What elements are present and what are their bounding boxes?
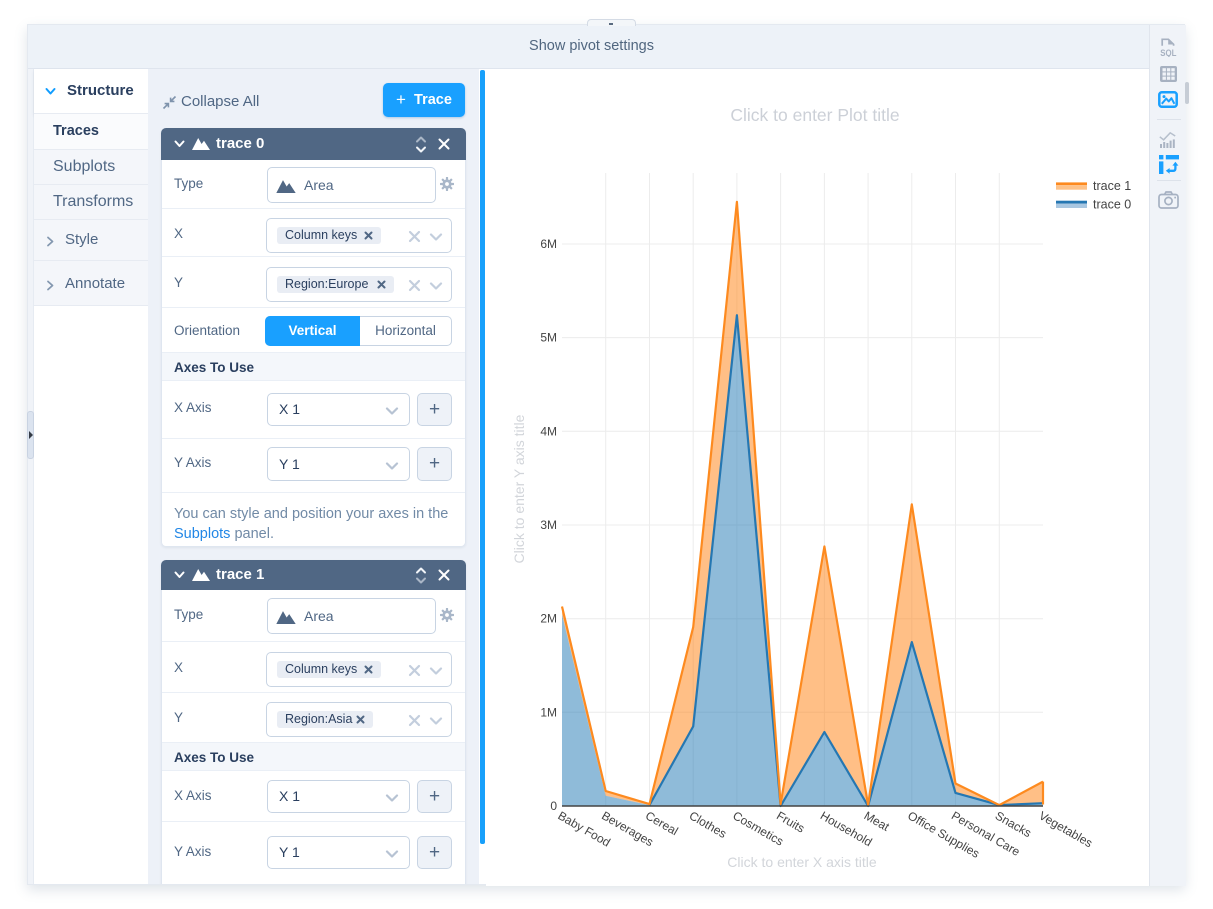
svg-text:Click to enter X axis title: Click to enter X axis title (727, 854, 877, 870)
svg-text:Click to enter Y axis title: Click to enter Y axis title (511, 414, 527, 563)
svg-text:6M: 6M (540, 237, 557, 251)
svg-text:trace 1: trace 1 (1093, 179, 1131, 193)
svg-text:4M: 4M (540, 424, 557, 438)
svg-text:0: 0 (550, 799, 557, 813)
svg-text:Vegetables: Vegetables (1037, 808, 1095, 850)
svg-text:Clothes: Clothes (687, 808, 729, 840)
svg-text:3M: 3M (540, 518, 557, 532)
svg-text:Click to enter Plot title: Click to enter Plot title (730, 105, 899, 125)
svg-text:2M: 2M (540, 612, 557, 626)
svg-text:5M: 5M (540, 331, 557, 345)
svg-text:1M: 1M (540, 705, 557, 719)
svg-text:SQL: SQL (1160, 48, 1176, 57)
svg-text:trace 0: trace 0 (1093, 198, 1131, 212)
svg-text:Meat: Meat (862, 808, 893, 834)
